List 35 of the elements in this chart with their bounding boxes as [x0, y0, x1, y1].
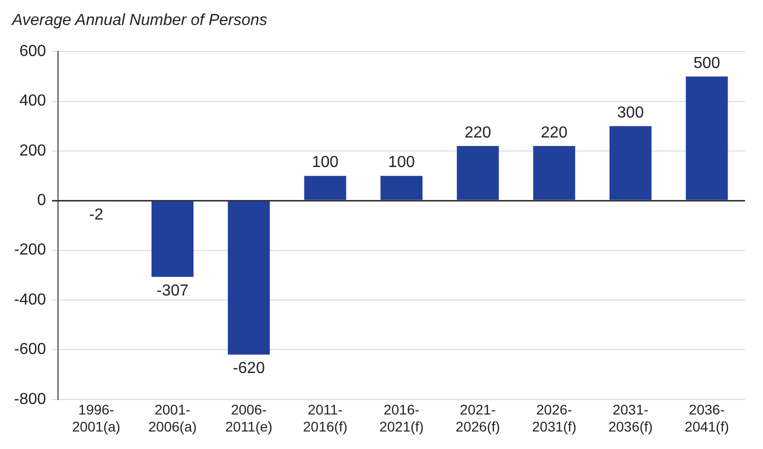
y-tick-label: 0: [37, 192, 46, 210]
data-label: 100: [312, 154, 339, 172]
x-tick-label: 2021-2026(f): [456, 402, 500, 434]
data-label: 220: [540, 124, 568, 142]
x-tick-label: 2026-2031(f): [532, 402, 576, 434]
bar: [686, 76, 728, 200]
y-tick-label: 400: [19, 92, 46, 110]
bar: [456, 146, 499, 200]
y-tick-label: -400: [14, 291, 46, 308]
x-tick-label: 2001-2006(a): [148, 402, 197, 434]
y-tick-label: -600: [14, 341, 46, 358]
x-tick-label: 2031-2036(f): [608, 402, 653, 434]
bar: [152, 201, 194, 277]
chart-title: Average Annual Number of Persons: [10, 11, 268, 31]
x-tick-label: 2011-2016(f): [303, 402, 348, 434]
bar: [533, 146, 576, 200]
y-tick-label: -800: [14, 390, 46, 408]
data-label: 220: [464, 124, 492, 142]
bar: [304, 176, 346, 200]
y-tick-label: 200: [19, 142, 46, 160]
data-label: -2: [89, 206, 104, 224]
bar: [380, 176, 423, 200]
y-tick-label: 600: [19, 43, 46, 60]
data-label: 500: [693, 54, 720, 72]
data-label: -307: [156, 282, 189, 300]
bar: [610, 126, 652, 200]
y-tick-label: -200: [14, 242, 46, 259]
x-tick-label: 2016-2021(f): [379, 402, 424, 434]
x-tick-label: 2036-2041(f): [684, 402, 730, 434]
data-label: 300: [617, 104, 644, 122]
bar: [228, 201, 270, 355]
x-tick-label: 2006-2011(e): [225, 402, 272, 434]
data-label: 100: [388, 154, 415, 172]
data-label: -620: [232, 360, 265, 378]
x-tick-label: 1996-2001(a): [72, 402, 120, 434]
